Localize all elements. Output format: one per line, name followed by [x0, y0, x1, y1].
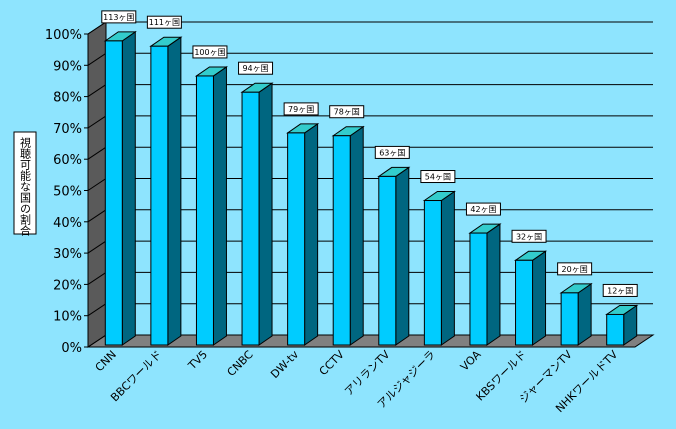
- data-label-box: [420, 170, 456, 184]
- bar-side: [577, 282, 592, 346]
- bar-front: [287, 132, 306, 346]
- data-label-box: [192, 45, 228, 59]
- bar-side: [395, 166, 410, 346]
- data-label-text: 63ヶ国: [379, 148, 405, 157]
- y-tick-label: 80%: [53, 91, 82, 106]
- bar-side: [212, 65, 227, 346]
- data-label-text: 79ヶ国: [288, 105, 314, 114]
- y-axis-title: 視聴可能な国の割合: [19, 136, 32, 236]
- y-tick-label: 0%: [61, 341, 82, 356]
- gridline-diagonal: [87, 334, 107, 348]
- gridline-diagonal: [87, 52, 107, 66]
- bar-front: [378, 175, 397, 346]
- data-label-text: 54ヶ国: [425, 173, 451, 182]
- data-label: 94ヶ国: [238, 61, 274, 75]
- y-tick-label: 40%: [53, 216, 82, 231]
- bar: [468, 223, 502, 346]
- bar: [513, 250, 548, 346]
- bar: [331, 125, 365, 346]
- bar-side: [349, 125, 364, 346]
- data-label-text: 12ヶ国: [607, 286, 633, 295]
- data-label-text: 20ヶ国: [562, 265, 588, 274]
- bar: [605, 304, 639, 346]
- bar: [286, 122, 320, 346]
- y-tick-label: 70%: [53, 122, 82, 137]
- bar: [377, 166, 411, 346]
- gridline-diagonal: [87, 115, 107, 129]
- bar: [149, 36, 183, 346]
- bar-side: [304, 122, 319, 346]
- bar: [559, 282, 593, 346]
- gridline-diagonal: [87, 178, 107, 191]
- gridline-diagonal: [87, 146, 107, 160]
- data-label: 42ヶ国: [465, 202, 501, 216]
- data-label: 111ヶ国: [146, 15, 182, 29]
- data-label-box: [283, 102, 319, 116]
- bar-front: [332, 135, 351, 346]
- bar-front: [515, 259, 534, 346]
- bar-front: [469, 232, 488, 346]
- bar-front: [241, 91, 260, 346]
- bar-side: [167, 36, 182, 346]
- data-label-box: [374, 145, 410, 159]
- bar: [422, 190, 456, 346]
- gridline-diagonal: [87, 209, 107, 223]
- data-label-text: 100ヶ国: [194, 48, 225, 57]
- data-label: 113ヶ国: [101, 10, 137, 24]
- gridline-diagonal: [87, 84, 107, 98]
- y-tick-label: 20%: [53, 278, 82, 293]
- data-label-box: [602, 283, 638, 297]
- gridline-diagonal: [87, 303, 107, 317]
- data-label-box: [557, 262, 593, 276]
- data-label: 78ヶ国: [329, 105, 365, 119]
- data-label-box: [146, 15, 182, 29]
- bar: [194, 65, 229, 346]
- bar-front: [606, 313, 625, 346]
- data-label: 54ヶ国: [420, 170, 456, 184]
- data-label-box: [511, 229, 547, 243]
- data-label-text: 113ヶ国: [103, 13, 134, 22]
- y-tick-label: 30%: [53, 247, 82, 262]
- gridline-diagonal: [87, 21, 107, 35]
- y-axis-title-frame: [13, 131, 37, 235]
- data-label: 32ヶ国: [511, 229, 547, 243]
- bar-front: [150, 45, 169, 346]
- bar-side: [258, 82, 273, 346]
- data-label: 20ヶ国: [557, 262, 593, 276]
- bar-front: [104, 40, 123, 346]
- bar-front: [423, 200, 442, 346]
- bar-front: [560, 292, 579, 346]
- data-label-text: 42ヶ国: [470, 205, 496, 214]
- bar: [240, 82, 274, 346]
- y-tick-label: 50%: [53, 185, 82, 200]
- data-label-text: 32ヶ国: [516, 232, 542, 241]
- data-label-box: [238, 61, 274, 75]
- bar-side: [486, 223, 501, 346]
- y-tick-label: 90%: [53, 59, 82, 74]
- data-label-text: 78ヶ国: [334, 108, 360, 117]
- data-label-box: [101, 10, 137, 24]
- bar-side: [532, 250, 547, 346]
- data-label: 100ヶ国: [192, 45, 228, 59]
- data-label: 12ヶ国: [602, 283, 638, 297]
- bar-side: [440, 190, 455, 346]
- data-label-box: [465, 202, 501, 216]
- y-tick-label: 10%: [53, 310, 82, 325]
- y-axis-title-box: 視聴可能な国の割合: [13, 131, 37, 236]
- y-tick-label: 60%: [53, 153, 82, 168]
- bar-side: [121, 30, 136, 346]
- data-label-box: [329, 105, 365, 119]
- bar: [103, 30, 137, 346]
- y-tick-label: 100%: [45, 28, 82, 43]
- data-label: 63ヶ国: [374, 145, 410, 159]
- bar-front: [195, 75, 214, 346]
- data-label-text: 94ヶ国: [242, 64, 268, 73]
- data-label: 79ヶ国: [283, 102, 319, 116]
- gridline-diagonal: [87, 271, 107, 285]
- gridline-diagonal: [87, 240, 107, 254]
- data-label-text: 111ヶ国: [149, 18, 180, 27]
